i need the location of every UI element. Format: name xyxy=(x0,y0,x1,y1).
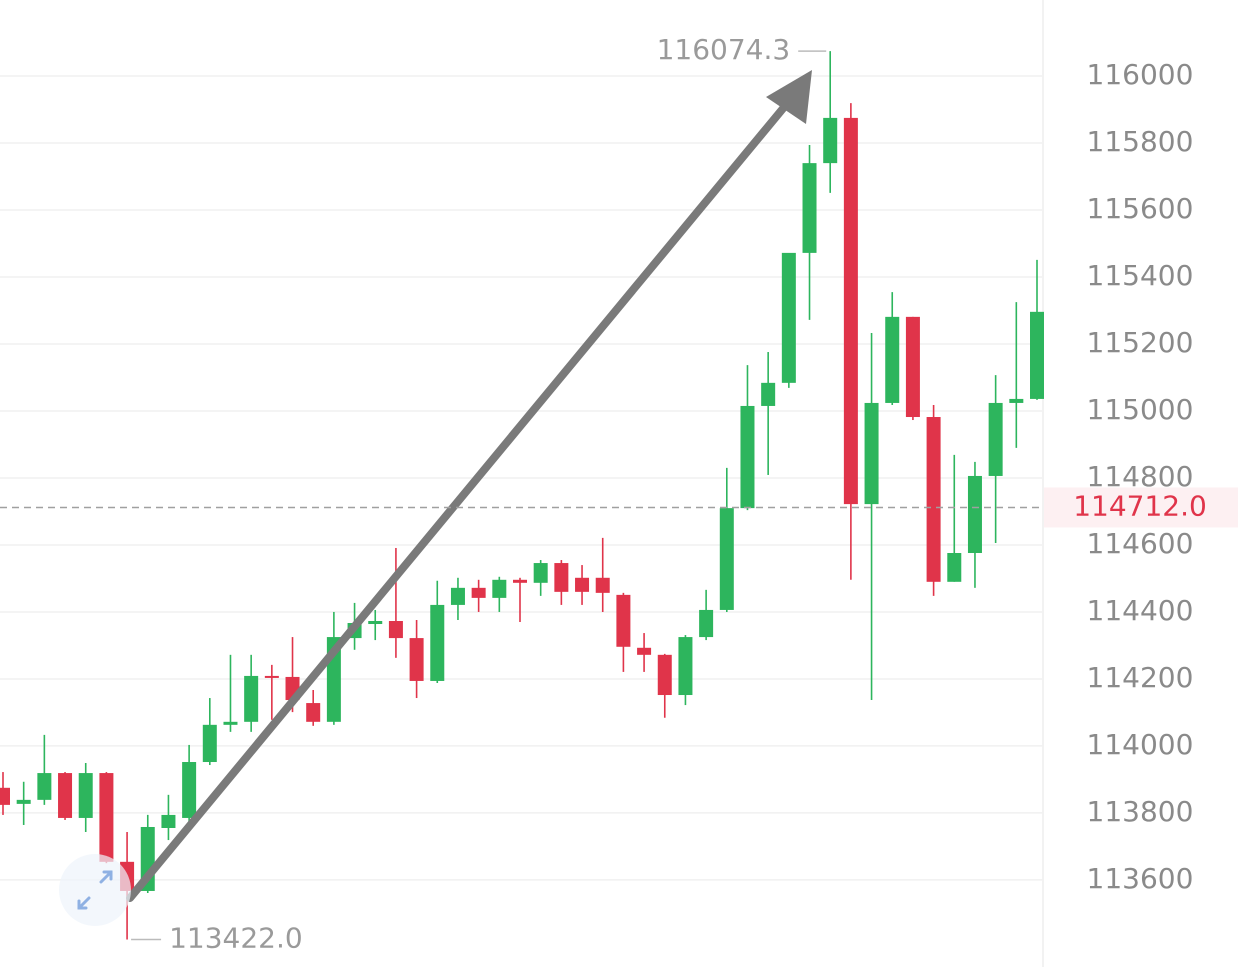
candle-body xyxy=(802,163,817,253)
y-tick-label: 115200 xyxy=(1087,326,1194,359)
y-tick-label: 114200 xyxy=(1087,661,1194,694)
candle-body xyxy=(513,579,527,583)
candle-body xyxy=(823,117,838,164)
candle-body xyxy=(368,620,383,625)
candle-body xyxy=(161,814,176,828)
y-tick-label: 116000 xyxy=(1087,58,1194,91)
candle-body xyxy=(409,638,424,681)
candle-body xyxy=(616,594,631,647)
candle-body xyxy=(223,721,238,725)
y-tick-label: 115400 xyxy=(1087,259,1194,292)
candle-body xyxy=(905,316,920,418)
candle-body xyxy=(843,117,858,505)
expand-button[interactable] xyxy=(59,854,131,926)
trend-arrow xyxy=(126,70,812,902)
arrow-head xyxy=(766,70,812,124)
candle-body xyxy=(864,402,879,505)
grid: 1136001138001140001142001144001146001148… xyxy=(0,58,1193,895)
expand-bg[interactable] xyxy=(59,854,131,926)
candle-body xyxy=(740,405,755,509)
candle-body xyxy=(430,604,445,681)
y-tick-label: 114600 xyxy=(1087,527,1194,560)
candle-body xyxy=(182,762,197,818)
high-marker-label: 116074.3 xyxy=(657,33,791,66)
candle-body xyxy=(244,675,259,722)
candle-body xyxy=(37,773,52,800)
y-tick-label: 115800 xyxy=(1087,125,1194,158)
candle-body xyxy=(988,402,1003,476)
overlay: 116074.3 113422.0 114712.0 xyxy=(0,33,1238,955)
candle-body xyxy=(719,508,734,610)
y-tick-label: 115000 xyxy=(1087,393,1194,426)
candle-body xyxy=(761,382,776,406)
y-tick-label: 113600 xyxy=(1087,862,1194,895)
candle-body xyxy=(306,703,321,722)
candle-body xyxy=(575,577,590,592)
candle-body xyxy=(554,563,569,592)
candle-body xyxy=(99,773,114,862)
candle-body xyxy=(678,637,693,696)
y-tick-label: 113800 xyxy=(1087,795,1194,828)
candle-body xyxy=(926,417,941,582)
low-marker-label: 113422.0 xyxy=(169,922,303,955)
candle-body xyxy=(595,577,610,593)
candle-body xyxy=(637,647,652,655)
last-price-badge xyxy=(1044,487,1238,528)
candle-body xyxy=(967,475,982,554)
arrow-shaft xyxy=(126,96,794,902)
candle-body xyxy=(1030,311,1044,399)
last-price-label: 114712.0 xyxy=(1073,489,1207,522)
candle-body xyxy=(885,316,900,403)
candle-body xyxy=(781,252,796,383)
y-tick-label: 115600 xyxy=(1087,192,1194,225)
candle-body xyxy=(657,654,672,696)
candle-body xyxy=(450,587,465,605)
candle-body xyxy=(699,609,714,638)
candle-body xyxy=(492,579,507,598)
candle-body xyxy=(58,773,73,818)
candle-body xyxy=(947,553,962,582)
candle-body xyxy=(533,563,548,583)
candle-body xyxy=(388,620,403,639)
candle-body xyxy=(0,787,10,805)
expand-icon[interactable] xyxy=(77,870,113,910)
candle-body xyxy=(16,799,31,804)
candle-body xyxy=(471,587,486,598)
candle-body xyxy=(78,773,93,818)
candles xyxy=(0,51,1044,940)
y-tick-label: 114400 xyxy=(1087,594,1194,627)
candle-body xyxy=(264,675,279,678)
candle-body xyxy=(202,724,217,763)
candle-body xyxy=(1009,398,1024,403)
y-tick-label: 114000 xyxy=(1087,728,1194,761)
